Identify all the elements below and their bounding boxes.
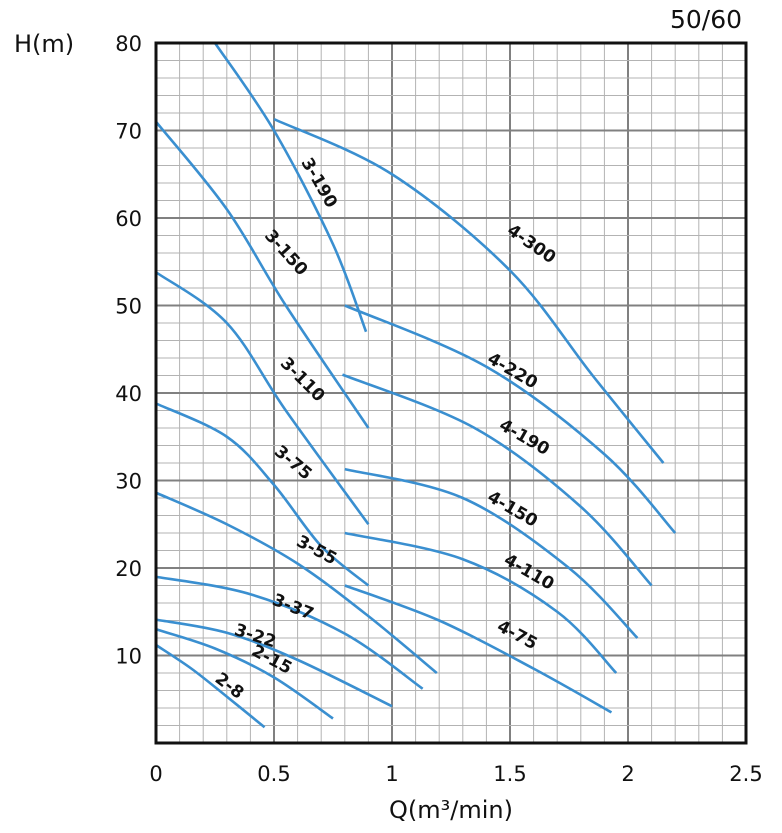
x-tick-label: 2.5 [729, 762, 762, 786]
curve-4-150 [344, 467, 639, 639]
x-tick-label: 0.5 [257, 762, 290, 786]
y-tick-label: 70 [115, 120, 142, 144]
y-tick-label: 10 [115, 645, 142, 669]
curve-4-190 [341, 373, 653, 587]
corner-label: 50/60 [670, 5, 742, 34]
y-tick-label: 80 [115, 32, 142, 56]
curve-label: 3-37 [269, 590, 316, 624]
curve-4-220 [344, 304, 677, 534]
y-tick-label: 60 [115, 207, 142, 231]
curve-label: 4-300 [503, 220, 559, 268]
x-axis-label: Q(m³/min) [389, 796, 513, 824]
y-axis-label: H(m) [14, 30, 74, 58]
curve-3-190 [213, 42, 368, 333]
plot-frame [154, 41, 748, 745]
x-tick-label: 1 [385, 762, 398, 786]
curve-labels: 2-82-153-223-373-553-753-1103-1503-1904-… [211, 154, 559, 703]
curve-3-22 [155, 618, 393, 708]
curve-3-55 [155, 491, 438, 674]
curve-2-15 [155, 628, 334, 720]
curve-label: 4-110 [500, 550, 557, 595]
y-tick-label: 30 [115, 470, 142, 494]
x-tick-label: 2 [621, 762, 634, 786]
curve-2-8 [155, 643, 266, 729]
axis-ticks: 0 0.5 1 1.5 2 2.5 10 20 30 40 50 60 70 80 [115, 32, 762, 786]
y-tick-label: 40 [115, 382, 142, 406]
curve-3-37 [155, 575, 424, 690]
curve-label: 4-190 [496, 415, 553, 460]
chart-curves [154, 42, 677, 729]
curve-4-300 [273, 117, 665, 464]
x-tick-label: 1.5 [493, 762, 526, 786]
curve-3-150 [154, 120, 370, 429]
curve-3-75 [155, 402, 370, 587]
x-tick-label: 0 [149, 762, 162, 786]
curve-4-75 [344, 584, 613, 714]
curve-label: 2-8 [211, 669, 248, 704]
curve-3-110 [155, 271, 370, 526]
curve-4-110 [344, 531, 618, 674]
y-tick-label: 20 [115, 557, 142, 581]
y-tick-label: 50 [115, 295, 142, 319]
